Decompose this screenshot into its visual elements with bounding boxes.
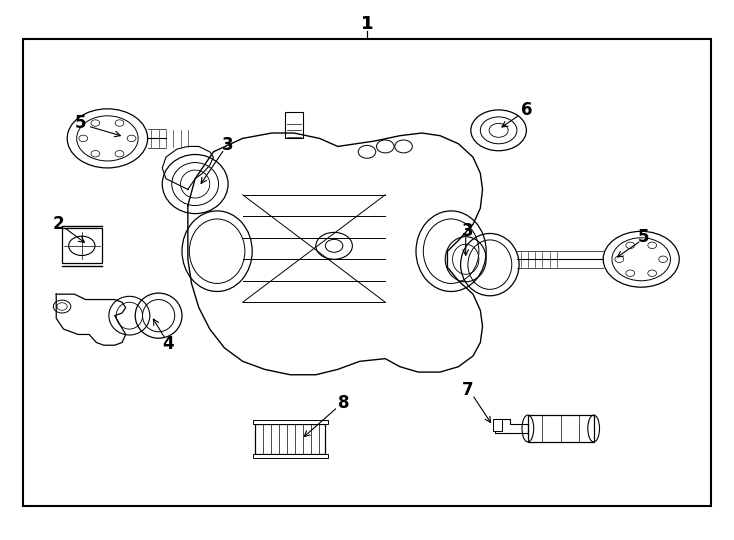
Bar [255, 424, 325, 454]
Bar [528, 415, 594, 442]
Text: 1: 1 [360, 15, 374, 33]
Text: 6: 6 [520, 102, 532, 119]
Polygon shape [57, 294, 126, 345]
Text: 2: 2 [53, 215, 65, 233]
Polygon shape [495, 419, 528, 433]
Text: 7: 7 [462, 381, 473, 400]
Polygon shape [162, 146, 214, 190]
Bar [252, 454, 328, 458]
Text: 8: 8 [338, 394, 349, 412]
Text: 4: 4 [162, 335, 174, 353]
Text: 3: 3 [462, 222, 473, 240]
Text: 1: 1 [360, 15, 374, 33]
Bar [23, 39, 711, 507]
Text: 5: 5 [638, 228, 649, 246]
Bar [62, 228, 102, 264]
Bar [493, 420, 501, 431]
Text: 5: 5 [75, 114, 86, 132]
Polygon shape [188, 133, 482, 375]
Bar [285, 112, 302, 138]
Text: 3: 3 [222, 137, 234, 154]
Bar [252, 420, 328, 424]
